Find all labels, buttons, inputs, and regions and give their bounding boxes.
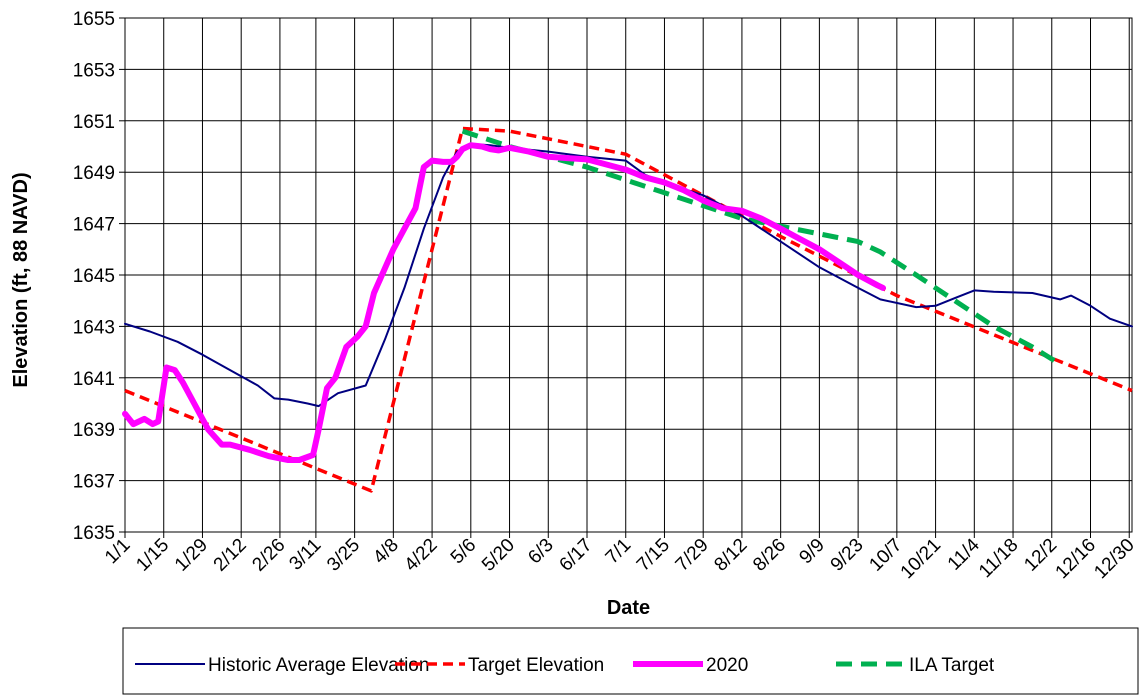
series-line-2020 — [122, 142, 886, 463]
x-tick-label: 1/29 — [171, 535, 212, 576]
x-tick-label: 4/8 — [369, 535, 403, 569]
legend-label: Historic Average Elevation — [208, 655, 429, 676]
x-tick-label: 12/30 — [1090, 535, 1138, 583]
x-tick-label: 3/11 — [285, 535, 325, 575]
y-tick-label: 1641 — [73, 369, 115, 390]
x-axis-ticks: 1/11/151/292/122/263/113/25 4/84/22 5/65/2… — [101, 532, 1139, 583]
x-tick-label: 9/9 — [795, 535, 829, 569]
x-tick-label: 9/23 — [827, 535, 868, 576]
x-tick-label: 7/1 — [602, 535, 636, 569]
x-tick-label: 10/21 — [897, 535, 945, 583]
legend: Historic Average Elevation Target Elevati… — [122, 627, 1139, 695]
x-tick-label: 6/3 — [524, 535, 558, 569]
legend-label: 2020 — [706, 655, 748, 676]
legend-box — [122, 627, 1139, 695]
y-tick-label: 1655 — [73, 9, 115, 30]
x-tick-label: 6/17 — [556, 535, 597, 576]
x-tick-label: 7/29 — [672, 535, 713, 576]
x-tick-label: 8/26 — [749, 535, 790, 576]
y-tick-label: 1637 — [73, 472, 115, 493]
y-axis-ticks: 1635 1637 1639 1641 1643 1645 1647 1649 1651 1653… — [73, 9, 125, 544]
x-tick-label: 11/18 — [975, 535, 1022, 582]
y-tick-label: 1639 — [73, 420, 115, 441]
x-tick-label: 4/22 — [401, 535, 442, 576]
x-tick-label: 3/25 — [323, 535, 364, 576]
y-tick-label: 1645 — [73, 266, 115, 287]
x-tick-label: 1/15 — [132, 535, 173, 576]
x-tick-label: 2/26 — [248, 535, 289, 576]
x-tick-label: 7/15 — [633, 535, 674, 576]
y-axis-title: Elevation (ft, 88 NAVD) — [10, 172, 32, 387]
x-axis-title: Date — [607, 597, 650, 619]
y-tick-label: 1651 — [73, 112, 115, 133]
series-line-historic-average-elevation — [124, 142, 1133, 408]
legend-label: ILA Target — [909, 655, 995, 676]
legend-label: Target Elevation — [468, 655, 604, 676]
y-tick-label: 1647 — [73, 215, 115, 236]
x-tick-label: 5/20 — [478, 535, 519, 576]
series — [122, 126, 1133, 493]
series-line-ila-target — [461, 128, 1059, 365]
y-tick-label: 1649 — [73, 163, 115, 184]
x-tick-label: 2/12 — [210, 535, 251, 576]
y-tick-label: 1653 — [73, 60, 115, 81]
series-line-target-elevation — [124, 126, 1133, 493]
x-tick-label: 5/6 — [447, 535, 481, 569]
x-tick-label: 12/16 — [1052, 535, 1100, 583]
y-tick-label: 1643 — [73, 317, 115, 338]
y-tick-label: 1635 — [73, 523, 115, 544]
x-tick-label: 8/12 — [710, 535, 751, 576]
